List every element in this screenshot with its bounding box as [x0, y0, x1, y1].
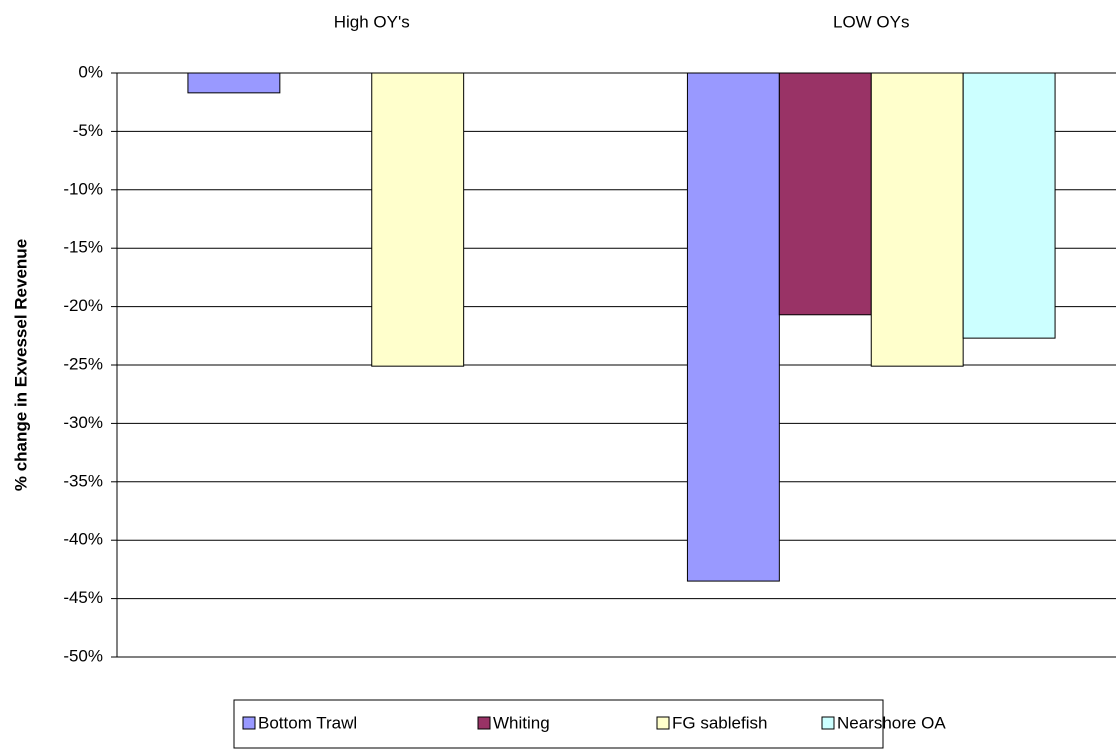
legend-label: Nearshore OA: [837, 713, 946, 732]
bar: [371, 72, 465, 367]
legend-label: Whiting: [493, 713, 550, 732]
legend-swatch: [821, 716, 835, 730]
legend-box: [233, 699, 884, 749]
y-axis-title: % change in Exvessel Revenue: [11, 239, 30, 491]
legend-label: FG sablefish: [672, 713, 767, 732]
y-tick-label: -25%: [63, 354, 103, 373]
legend-swatch: [242, 716, 256, 730]
bar: [870, 72, 964, 367]
bar: [187, 72, 281, 94]
category-label: LOW OYs: [833, 12, 910, 31]
legend-swatch: [656, 716, 670, 730]
y-tick-label: -20%: [63, 296, 103, 315]
legend-label: Bottom Trawl: [258, 713, 357, 732]
y-tick-label: -10%: [63, 179, 103, 198]
y-tick-label: -40%: [63, 530, 103, 549]
y-tick-label: -15%: [63, 238, 103, 257]
y-tick-label: 0%: [78, 62, 103, 81]
y-tick-label: -35%: [63, 471, 103, 490]
category-label: High OY's: [334, 12, 410, 31]
y-tick-label: -45%: [63, 588, 103, 607]
y-tick-label: -5%: [73, 121, 103, 140]
y-tick-label: -50%: [63, 646, 103, 665]
y-tick-label: -30%: [63, 413, 103, 432]
bar: [686, 72, 780, 582]
legend-swatch: [477, 716, 491, 730]
bar: [778, 72, 872, 316]
legend: Bottom Trawl Whiting FG sablefish Nearshore…: [233, 699, 946, 749]
bar: [962, 72, 1056, 339]
